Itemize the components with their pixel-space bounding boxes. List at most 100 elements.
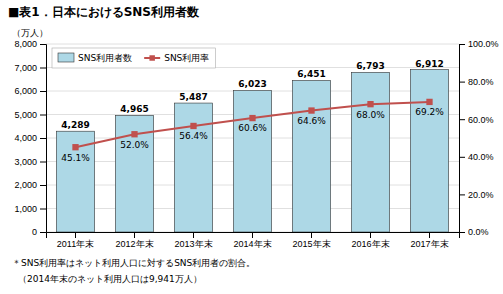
data-labels: 4,2894,9655,4876,0236,4516,7936,91245.1%… — [61, 59, 444, 163]
x-tick-mark — [311, 232, 312, 238]
annotations: ＊SNS利用率はネット利用人口に対するSNS利用者の割合。（2014年末のネット… — [12, 258, 255, 284]
x-axis: 2011年末 2012年末 2013年末 2014年末 2015年末 2016年末 2017… — [47, 232, 460, 249]
x-tick-mark — [370, 232, 371, 238]
y-tick-mark — [40, 68, 46, 69]
x-tick-label: 2016年末 — [351, 239, 389, 249]
legend-swatch-marker — [149, 55, 154, 60]
marker — [131, 131, 137, 137]
y-tick-label: 5,000 — [14, 110, 37, 120]
legend-item: SNS利用者数 — [58, 53, 132, 63]
x-tick-label: 2014年末 — [233, 239, 271, 249]
y-axis: 01,0002,0003,0004,0005,0006,0007,0008,00… — [14, 39, 46, 237]
y2-tick-mark — [459, 194, 465, 195]
line-label: 60.6% — [238, 123, 267, 133]
line-label: 52.0% — [120, 140, 149, 150]
bar — [233, 90, 271, 232]
marker — [249, 115, 255, 121]
y-tick: 1,000 — [14, 204, 46, 214]
y-tick-mark — [40, 209, 46, 210]
y-tick-label: 0 — [32, 227, 37, 237]
x-tick: 2014年末 — [233, 232, 271, 249]
marker — [190, 123, 196, 129]
bar — [351, 72, 389, 232]
legend-swatch — [58, 53, 74, 62]
y-tick-mark — [40, 232, 46, 233]
x-tick: 2015年末 — [292, 232, 330, 249]
line-label: 68.0% — [356, 110, 385, 120]
y-tick-label: 8,000 — [14, 39, 37, 49]
bar-label: 6,023 — [238, 79, 266, 89]
y2-tick: 20.0% — [459, 190, 494, 200]
y2-tick-label: 100.0% — [468, 39, 499, 49]
y-tick-label: 3,000 — [14, 157, 37, 167]
axis-line — [47, 233, 460, 239]
chart: ■表1．日本におけるSNS利用者数4,2894,9655,4876,0236,4… — [0, 0, 503, 294]
x-tick-mark — [252, 232, 253, 238]
x-tick-mark — [75, 232, 76, 238]
y2-tick: 0.0% — [459, 227, 489, 237]
y-tick-label: 1,000 — [14, 204, 37, 214]
y-axis-label: （万人） — [12, 28, 48, 38]
y2-tick-mark — [459, 157, 465, 158]
legend-label: SNS利用者数 — [78, 53, 132, 63]
legend-box — [52, 48, 215, 68]
x-tick-mark — [193, 232, 194, 238]
bar-label: 4,965 — [120, 104, 148, 114]
y-tick: 5,000 — [14, 110, 46, 120]
legend-item: SNS利用率 — [144, 53, 209, 63]
y2-tick-label: 20.0% — [468, 190, 494, 200]
plot: 4,2894,9655,4876,0236,4516,7936,91245.1%… — [14, 39, 498, 249]
y2-tick: 40.0% — [459, 152, 494, 162]
y-tick: 4,000 — [14, 133, 46, 143]
bar-label: 4,289 — [61, 120, 89, 130]
bar — [292, 80, 330, 232]
y2-tick-label: 80.0% — [468, 77, 494, 87]
x-tick-label: 2012年末 — [115, 239, 153, 249]
y2-tick: 100.0% — [459, 39, 499, 49]
y-tick-mark — [40, 162, 46, 163]
y2-tick-mark — [459, 44, 465, 45]
y2-tick-label: 40.0% — [468, 152, 494, 162]
x-tick-label: 2013年末 — [174, 239, 212, 249]
y-tick-mark — [40, 44, 46, 45]
y-tick-mark — [40, 185, 46, 186]
y-tick: 8,000 — [14, 39, 46, 49]
x-tick-label: 2011年末 — [57, 239, 94, 249]
x-tick: 2017年末 — [410, 232, 448, 249]
y2-tick-mark — [459, 232, 465, 233]
y2-tick-mark — [459, 82, 465, 83]
y2-tick: 60.0% — [459, 115, 494, 125]
line-label: 69.2% — [415, 107, 444, 117]
y2-tick: 80.0% — [459, 77, 494, 87]
x-tick-label: 2015年末 — [292, 239, 330, 249]
axis-line — [40, 45, 47, 233]
y-tick-mark — [40, 115, 46, 116]
marker — [426, 99, 432, 105]
y2-axis: 0.0% 20.0% 40.0% 60.0% 80.0% 100.0% — [459, 39, 499, 237]
line-label: 64.6% — [297, 116, 326, 126]
x-tick: 2011年末 — [57, 232, 94, 249]
axis-line — [460, 45, 466, 233]
line-label: 45.1% — [61, 153, 90, 163]
x-tick-mark — [134, 232, 135, 238]
grid-line — [46, 44, 459, 45]
x-tick: 2012年末 — [115, 232, 153, 249]
y-tick: 0 — [32, 227, 46, 237]
x-tick: 2016年末 — [351, 232, 389, 249]
y-tick-label: 4,000 — [14, 133, 37, 143]
legend: SNS利用者数 SNS利用率 — [52, 48, 215, 68]
footnote: ＊SNS利用率はネット利用人口に対するSNS利用者の割合。 — [12, 258, 255, 268]
y2-tick-label: 0.0% — [468, 227, 489, 237]
y-tick-mark — [40, 138, 46, 139]
bar-label: 6,912 — [415, 59, 443, 69]
y2-tick-mark — [459, 119, 465, 120]
line-label: 56.4% — [179, 131, 208, 141]
y-tick-label: 6,000 — [14, 86, 37, 96]
bar — [56, 131, 94, 232]
bar-label: 6,793 — [356, 61, 384, 71]
y-tick: 3,000 — [14, 157, 46, 167]
bar — [174, 103, 212, 232]
y-tick-mark — [40, 91, 46, 92]
y-tick: 7,000 — [14, 63, 46, 73]
legend-label: SNS利用率 — [164, 53, 209, 63]
